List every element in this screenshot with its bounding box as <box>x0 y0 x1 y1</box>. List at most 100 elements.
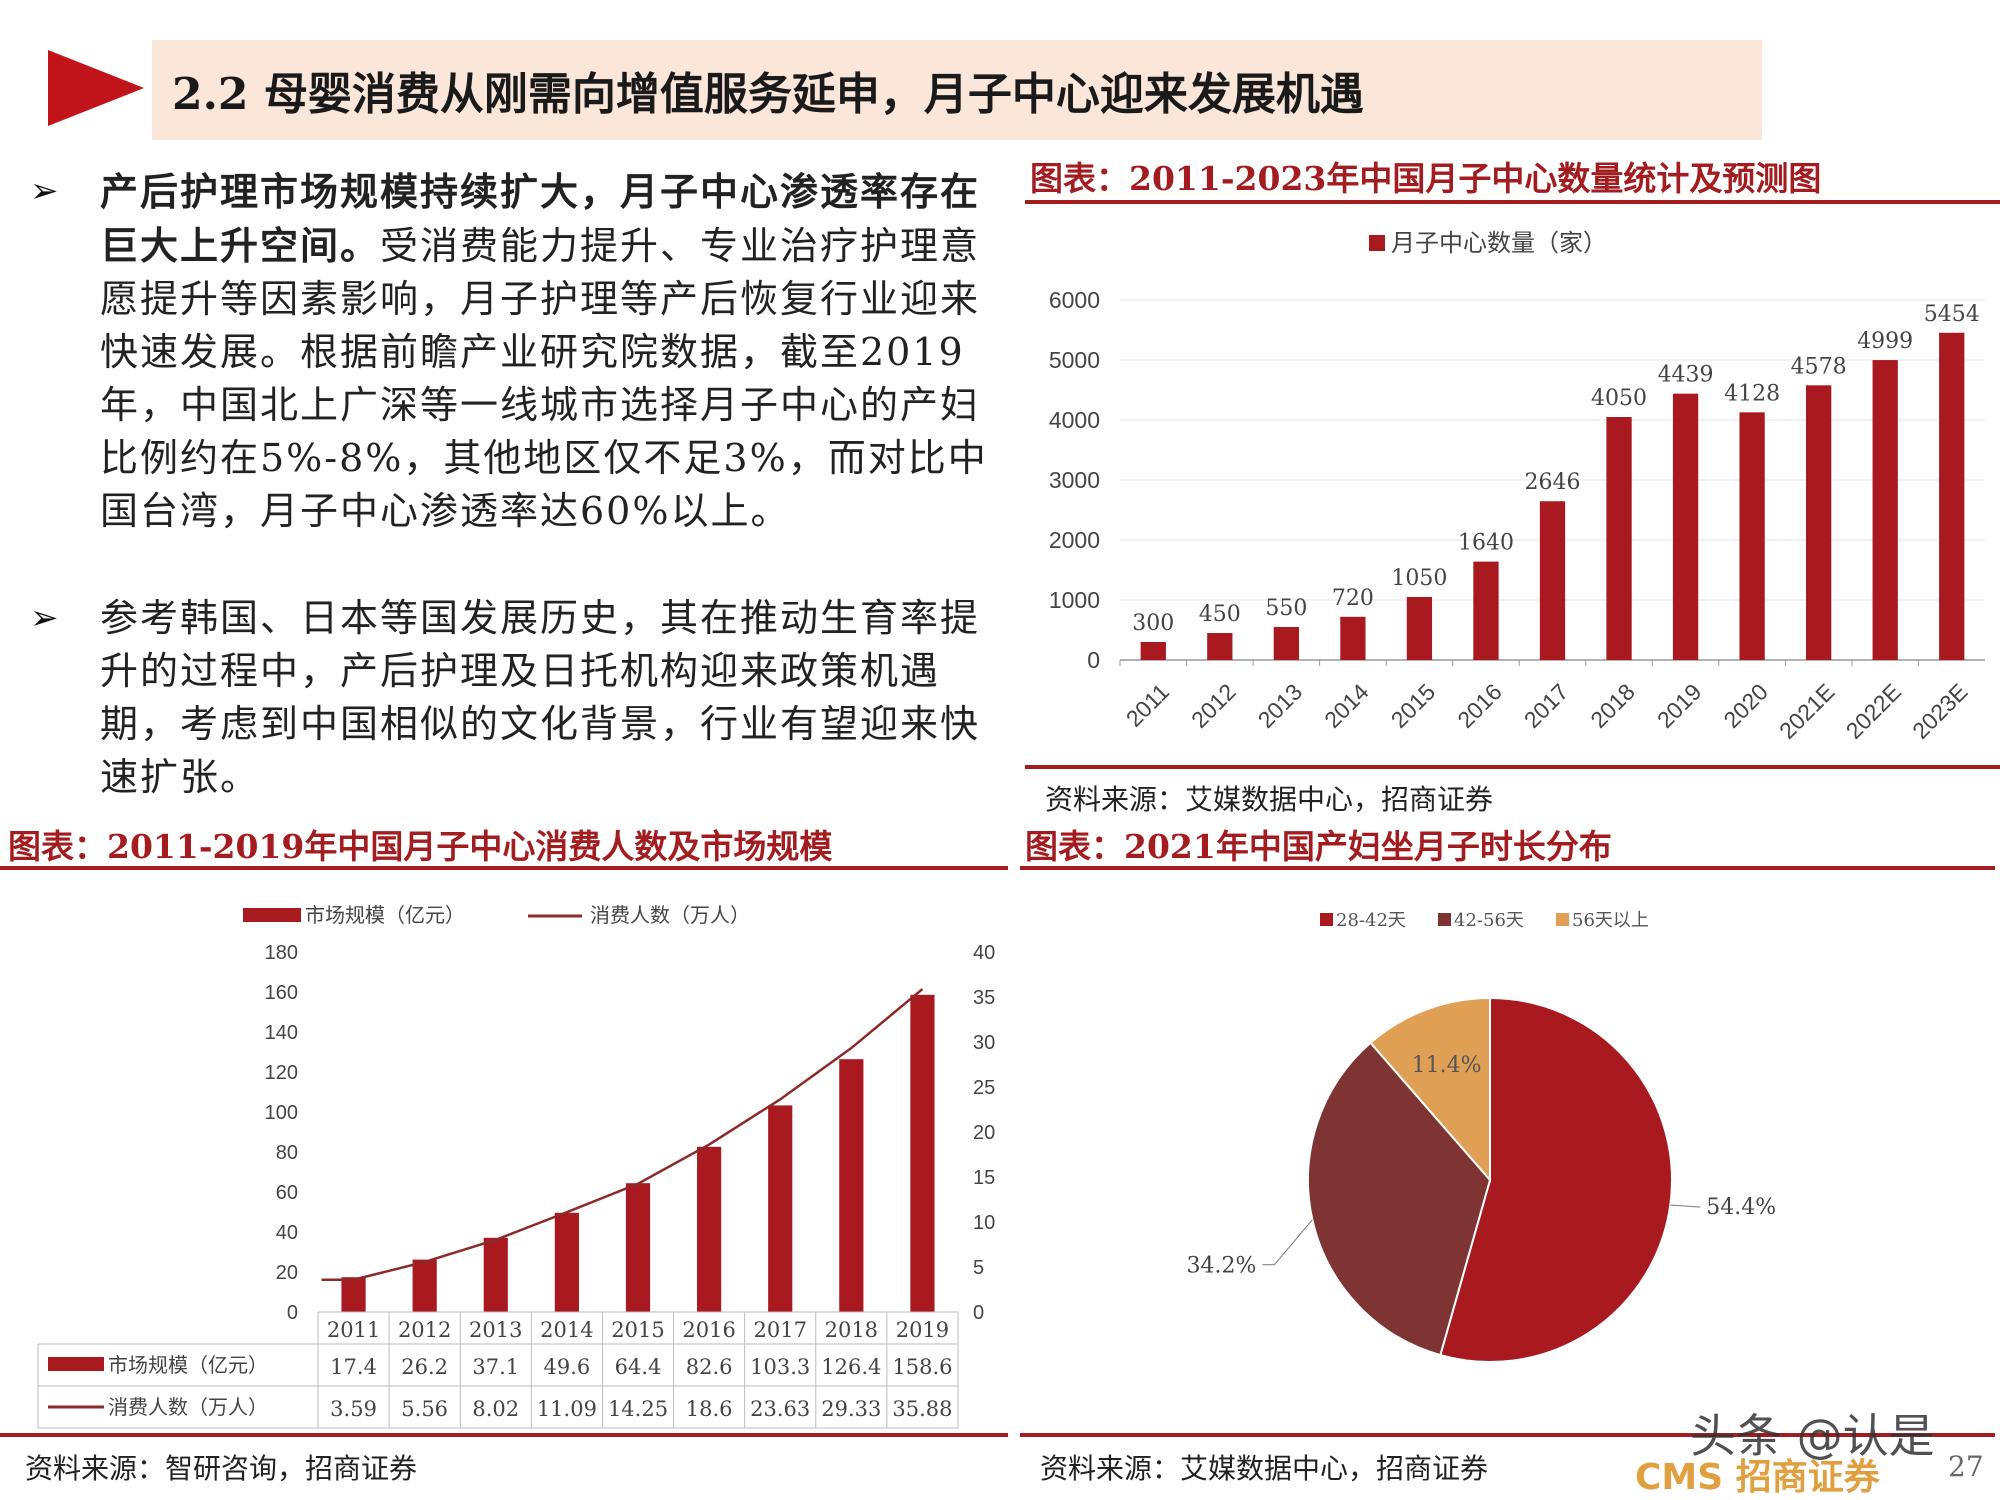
bullet-body: 参考韩国、日本等国发展历史，其在推动生育率提升的过程中，产后护理及日托机构迎来政… <box>100 596 981 799</box>
table-cell: 26.2 <box>401 1355 448 1379</box>
chart3-svg: 28-42天 42-56天 56天以上 54.4% 34.2% 11.4% <box>1186 910 1776 1363</box>
chart3-bottom-rule <box>1020 1433 1995 1437</box>
bar <box>1340 616 1366 660</box>
series-line <box>321 988 924 1281</box>
y-tick-label: 4000 <box>1049 407 1100 433</box>
table-row-label: 市场规模（亿元） <box>108 1353 268 1377</box>
table-header-cell: 2012 <box>398 1318 451 1342</box>
y-left-tick-label: 60 <box>276 1182 298 1204</box>
table-header-cell: 2015 <box>611 1318 664 1342</box>
table-cell: 126.4 <box>821 1355 881 1379</box>
y-right-tick-label: 15 <box>973 1167 995 1189</box>
x-tick-label: 2011 <box>1121 678 1174 731</box>
bar <box>341 1277 366 1312</box>
x-tick-label: 2020 <box>1718 678 1773 733</box>
bar <box>1473 561 1499 660</box>
y-right-tick-label: 35 <box>973 987 995 1009</box>
y-tick-label: 3000 <box>1049 467 1100 493</box>
table-cell: 49.6 <box>544 1355 591 1379</box>
chart1-bottom-rule <box>1025 765 2000 769</box>
legend-label-line: 消费人数（万人） <box>590 903 750 927</box>
bar <box>1140 642 1166 660</box>
data-label: 450 <box>1199 602 1241 627</box>
x-tick-label: 2021E <box>1774 678 1839 743</box>
chart1-caption: 图表：2011-2023年中国月子中心数量统计及预测图 <box>1030 159 1822 198</box>
slice-label: 11.4% <box>1412 1053 1482 1078</box>
data-label: 4578 <box>1791 354 1847 379</box>
watermark: 头条 @认是 <box>1690 1409 1935 1463</box>
table-cell: 5.56 <box>401 1397 448 1421</box>
bar <box>1273 627 1299 660</box>
chart2-svg: 市场规模（亿元） 消费人数（万人） 0204060801001201401601… <box>37 903 995 1429</box>
brand-logo: CMS 招商证券 <box>1635 1457 1880 1498</box>
bullet-lead: 产后护理市场规模持续扩大，月子中心渗透率存在巨大上升空间。 <box>100 169 981 268</box>
bar <box>1806 385 1832 660</box>
table-cell: 18.6 <box>686 1397 733 1421</box>
x-tick-label: 2018 <box>1585 678 1640 733</box>
legend-swatch <box>1556 913 1569 926</box>
bar <box>625 1183 651 1312</box>
bullet-item-2: ➢ 参考韩国、日本等国发展历史，其在推动生育率提升的过程中，产后护理及日托机构迎… <box>30 592 990 804</box>
x-tick-label: 2016 <box>1452 678 1507 733</box>
data-label: 300 <box>1132 611 1174 636</box>
bullet-body: 受消费能力提升、专业治疗护理意愿提升等因素影响，月子护理等产后恢复行业迎来快速发… <box>100 224 988 533</box>
table-header-cell: 2019 <box>896 1318 949 1342</box>
legend-swatch <box>1438 913 1451 926</box>
legend-swatch <box>1369 235 1385 251</box>
chart2-legend: 市场规模（亿元） 消费人数（万人） <box>243 903 750 927</box>
bar <box>1606 417 1632 660</box>
bar <box>1539 501 1566 660</box>
table-cell: 23.63 <box>750 1397 810 1421</box>
table-cell: 103.3 <box>750 1355 810 1379</box>
data-label: 4439 <box>1658 363 1714 388</box>
x-tick-label: 2012 <box>1186 678 1241 733</box>
pie-slice <box>1307 1041 1492 1357</box>
bar <box>554 1212 579 1312</box>
bar <box>1739 412 1765 660</box>
title-arrow-icon <box>48 50 144 126</box>
table-cell: 64.4 <box>615 1355 662 1379</box>
legend-label: 56天以上 <box>1572 910 1649 931</box>
y-right-tick-label: 20 <box>973 1122 995 1144</box>
x-tick-label: 2017 <box>1519 678 1574 733</box>
bar <box>1939 332 1965 660</box>
chart1-top-rule <box>1025 200 2000 204</box>
table-cell: 17.4 <box>330 1355 377 1379</box>
chart2-source: 资料来源：智研咨询，招商证券 <box>25 1452 418 1485</box>
y-right-tick-label: 40 <box>973 942 995 964</box>
y-right-tick-label: 10 <box>973 1212 995 1234</box>
bar <box>412 1259 437 1312</box>
y-left-tick-label: 160 <box>265 982 298 1004</box>
data-label: 4128 <box>1724 381 1780 406</box>
bullet-item-1: ➢ 产后护理市场规模持续扩大，月子中心渗透率存在巨大上升空间。受消费能力提升、专… <box>30 165 990 538</box>
legend-label: 28-42天 <box>1336 910 1406 931</box>
table-header-cell: 2016 <box>682 1318 735 1342</box>
table-header-cell: 2017 <box>753 1318 806 1342</box>
x-tick-label: 2019 <box>1652 678 1707 733</box>
chart1-legend: 月子中心数量（家） <box>1369 229 1607 257</box>
table-cell: 3.59 <box>330 1397 377 1421</box>
table-cell: 29.33 <box>821 1397 881 1421</box>
bar <box>1406 597 1433 660</box>
x-tick-label: 2022E <box>1841 678 1906 743</box>
table-header-cell: 2014 <box>540 1318 593 1342</box>
bar <box>839 1059 864 1312</box>
table-header-cell: 2018 <box>825 1318 878 1342</box>
leader-line <box>1262 1219 1313 1266</box>
table-swatch-bar <box>48 1357 104 1371</box>
y-left-tick-label: 80 <box>276 1142 298 1164</box>
y-left-tick-label: 120 <box>265 1062 298 1084</box>
chart2-caption: 图表：2011-2019年中国月子中心消费人数及市场规模 <box>8 827 833 866</box>
y-right-tick-label: 5 <box>973 1257 984 1279</box>
data-label: 1640 <box>1458 531 1514 556</box>
page-number: 27 <box>1948 1450 1984 1483</box>
y-right-tick-label: 25 <box>973 1077 995 1099</box>
bar <box>910 994 935 1312</box>
y-tick-label: 2000 <box>1049 527 1100 553</box>
table-cell: 82.6 <box>686 1355 733 1379</box>
legend-label: 42-56天 <box>1454 910 1524 931</box>
chart2-top-rule <box>0 866 1008 870</box>
legend-swatch <box>1320 913 1333 926</box>
page-title: 2.2 母婴消费从刚需向增值服务延申，月子中心迎来发展机遇 <box>172 69 1364 120</box>
chart1-source: 资料来源：艾媒数据中心，招商证券 <box>1045 783 1494 816</box>
